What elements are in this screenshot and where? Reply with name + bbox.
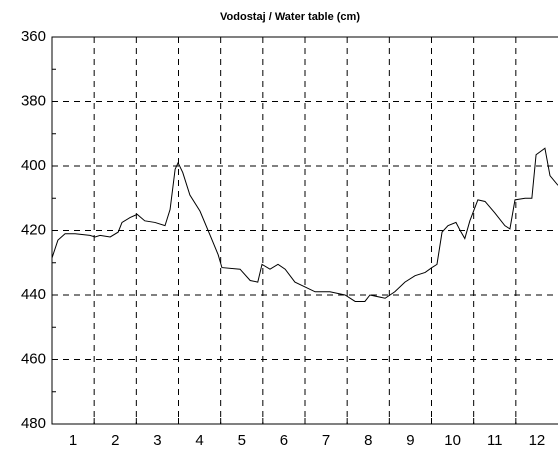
y-tick-label: 480 <box>21 415 46 432</box>
y-tick-label: 360 <box>21 28 46 45</box>
x-tick-label: 3 <box>153 432 161 449</box>
chart-title: Vodostaj / Water table (cm) <box>220 11 360 23</box>
data-line <box>51 147 558 302</box>
x-tick-label: 6 <box>280 432 288 449</box>
x-tick-label: 8 <box>364 432 372 449</box>
x-tick-label: 9 <box>406 432 414 449</box>
y-tick-label: 380 <box>21 92 46 109</box>
x-tick-label: 10 <box>444 432 461 449</box>
x-tick-label: 7 <box>322 432 330 449</box>
x-tick-label: 1 <box>69 432 77 449</box>
y-tick-label: 460 <box>21 350 46 367</box>
y-tick-label: 440 <box>21 286 46 303</box>
y-tick-label: 420 <box>21 221 46 238</box>
x-tick-label: 5 <box>238 432 246 449</box>
x-tick-label: 4 <box>195 432 203 449</box>
x-tick-label: 11 <box>487 432 503 449</box>
x-tick-label: 2 <box>111 432 119 449</box>
x-tick-label: 12 <box>529 432 546 449</box>
y-tick-label: 400 <box>21 157 46 174</box>
